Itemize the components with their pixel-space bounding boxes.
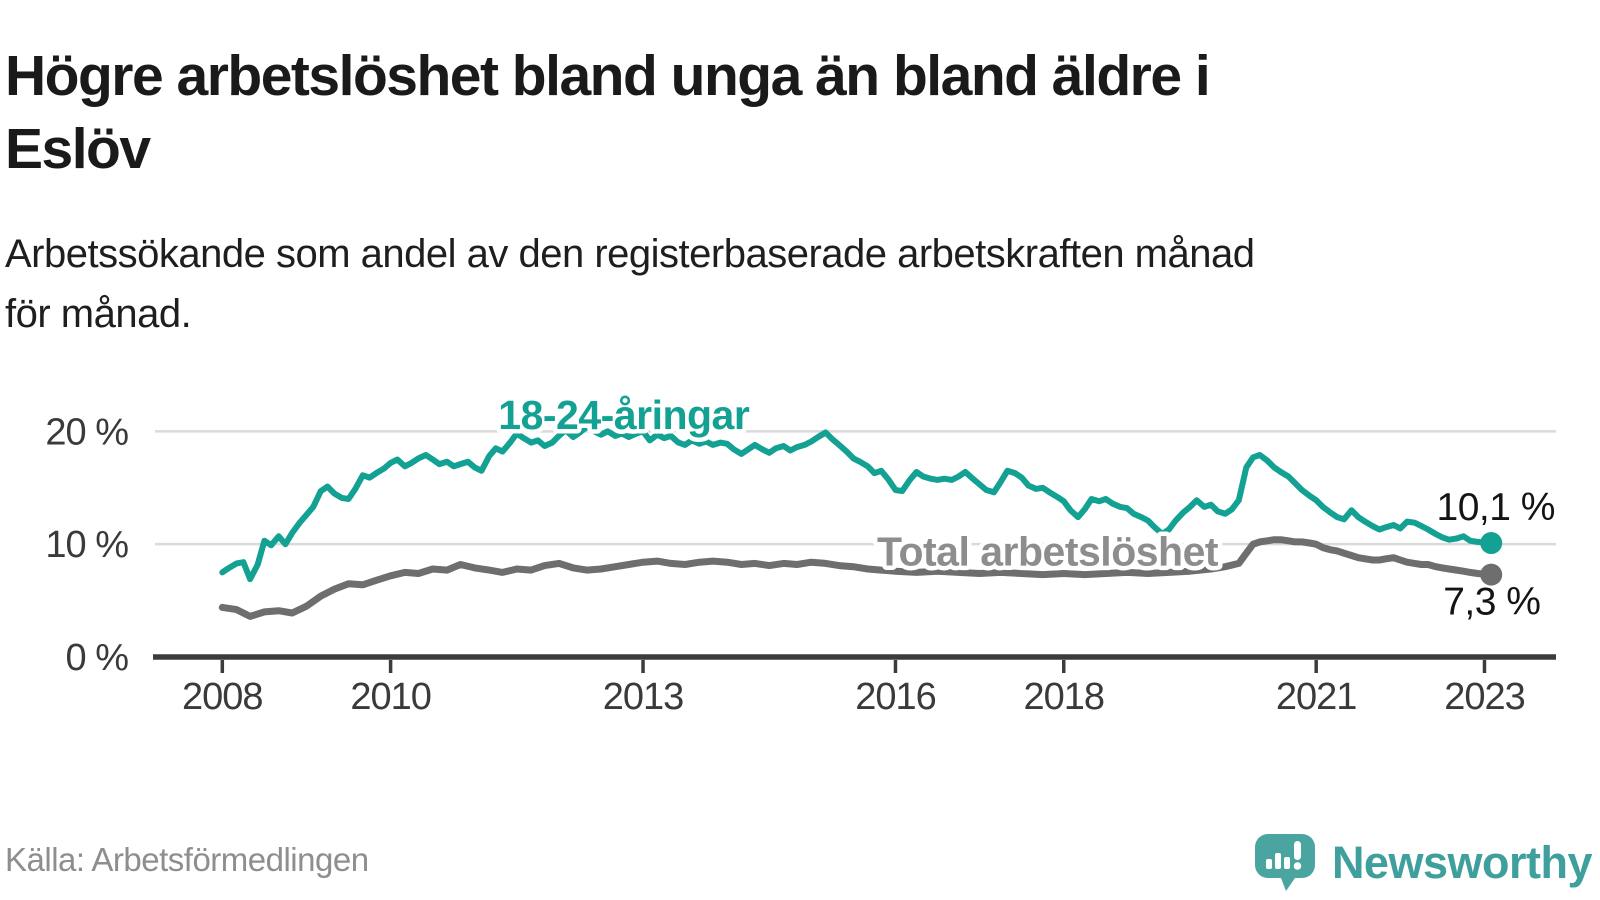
x-axis-label-2023: 2023 [1444, 676, 1525, 718]
y-axis-label-0: 0 % [66, 637, 129, 679]
x-axis-label-2010: 2010 [350, 676, 431, 718]
page-subtitle: Arbetssökande som andel av den registerb… [5, 224, 1565, 344]
speech-bubble-bar-chart-icon [1254, 834, 1315, 891]
series-line-18-24-ringar [219, 423, 1495, 583]
x-axis-label-2018: 2018 [1023, 676, 1104, 718]
page-title-line-1: Högre arbetslöshet bland unga än bland ä… [5, 44, 1211, 109]
x-axis-label-2008: 2008 [182, 676, 263, 718]
page-title: Högre arbetslöshet bland unga än bland ä… [5, 40, 1565, 186]
y-axis-label-20: 20 % [45, 411, 128, 453]
x-axis-label-2021: 2021 [1276, 676, 1357, 718]
page-subtitle-line-1: Arbetssökande som andel av den registerb… [5, 232, 1255, 276]
value-label-total: 7,3 % [1443, 581, 1540, 624]
series-end-dot-total-arbetsl-shet [1480, 563, 1503, 586]
chart-canvas: 2008 2010 2013 2016 2018 2021 2023 0 % 10 % 20 % 1… [45, 388, 1556, 718]
series-end-dot-18-24-ringar [1480, 532, 1503, 555]
series-label-youth: 18-24-åringar [498, 392, 750, 438]
brand-name: Newsworthy [1331, 837, 1593, 888]
value-label-youth: 10,1 % [1437, 486, 1555, 529]
series-line-total-arbetsl-shet [218, 536, 1495, 620]
x-axis-label-2016: 2016 [855, 676, 936, 718]
y-axis-label-10: 10 % [45, 524, 128, 566]
source-note: Källa: Arbetsförmedlingen [5, 841, 369, 878]
series-label-total: Total arbetslöshet [877, 529, 1219, 575]
page-title-line-2: Eslöv [5, 117, 151, 182]
unemployment-line-chart: 2008 2010 2013 2016 2018 2021 2023 0 % 10 % 20 % 1… [0, 358, 1600, 718]
newsworthy-brand: Newsworthy [1254, 832, 1593, 894]
page-subtitle-line-2: för månad. [5, 292, 192, 336]
x-axis-label-2013: 2013 [603, 676, 684, 718]
